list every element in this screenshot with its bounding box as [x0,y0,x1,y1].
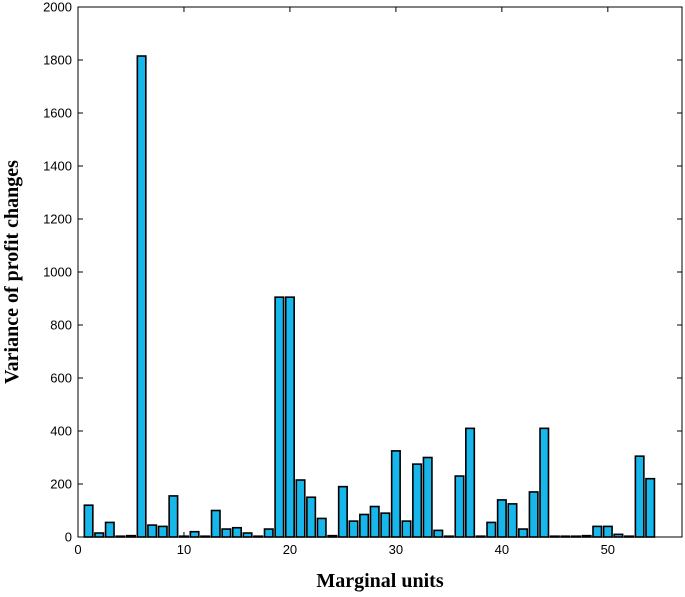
bar-49 [592,525,603,538]
bar-20 [284,296,295,538]
bar-11 [189,530,200,538]
x-tick-label: 40 [495,542,509,557]
bar-22 [306,496,317,538]
bar-52 [623,535,635,538]
bar-9 [168,495,179,538]
tick-labels: 0 200 400 600 800 1000 1200 1400 1600 1800 2000 0 10… [43,0,615,557]
bars [83,55,656,538]
bar-50 [602,525,613,538]
bar-2 [94,532,105,538]
bar-7 [147,524,158,538]
bar-35 [443,535,454,538]
y-tick-label: 1600 [43,106,72,121]
bar-25 [337,485,348,538]
bar-15 [231,526,242,538]
bar-45 [549,535,560,538]
y-tick-label: 800 [50,318,72,333]
bar-10 [178,535,190,538]
bar-43 [528,491,539,538]
y-tick-label: 1800 [43,53,72,68]
bar-27 [359,513,370,538]
bar-32 [412,463,423,538]
plot-area [77,6,683,538]
bar-29 [380,512,391,538]
y-tick-label: 1400 [43,159,72,174]
bar-24 [327,534,338,538]
bar-53 [634,455,645,538]
y-tick-label: 600 [50,371,72,386]
bar-26 [348,520,359,538]
x-axis-title: Marginal units [316,570,443,592]
bar-36 [454,475,465,538]
bar-51 [613,533,624,538]
bar-23 [316,517,327,538]
y-tick-label: 2000 [43,0,72,15]
bar-18 [263,528,274,538]
bar-19 [274,296,285,538]
bar-4 [115,535,126,538]
bar-28 [369,505,380,538]
bar-16 [242,532,253,538]
x-tick-label: 20 [283,542,297,557]
bar-34 [433,529,444,538]
bar-46 [560,535,571,538]
bar-13 [210,509,221,538]
bar-14 [221,528,232,538]
x-tick-label: 0 [74,542,81,557]
x-tick-label: 50 [601,542,615,557]
bar-5 [125,534,137,538]
bar-31 [401,520,412,538]
x-tick-label: 10 [177,542,191,557]
bar-8 [157,525,168,538]
y-tick-label: 0 [65,530,72,545]
bar-44 [539,427,550,538]
y-tick-label: 1200 [43,212,72,227]
bar-21 [295,479,306,538]
bar-42 [518,528,529,538]
bar-38 [475,535,486,538]
bar-48 [581,534,592,538]
bar-6 [136,55,147,538]
bar-1 [83,504,94,538]
bar-41 [507,503,518,538]
bar-54 [645,477,656,538]
bar-17 [253,535,264,538]
bar-30 [390,450,401,538]
y-tick-label: 400 [50,424,72,439]
bar-33 [422,456,433,538]
bar-3 [104,521,115,538]
x-tick-label: 30 [389,542,403,557]
bar-47 [570,535,582,538]
bar-37 [465,427,476,538]
y-tick-label: 1000 [43,265,72,280]
bar-12 [200,535,211,538]
y-tick-label: 200 [50,477,72,492]
bar-39 [486,521,497,538]
y-axis-title: Variance of profit changes [1,160,23,384]
bar-40 [496,499,507,538]
